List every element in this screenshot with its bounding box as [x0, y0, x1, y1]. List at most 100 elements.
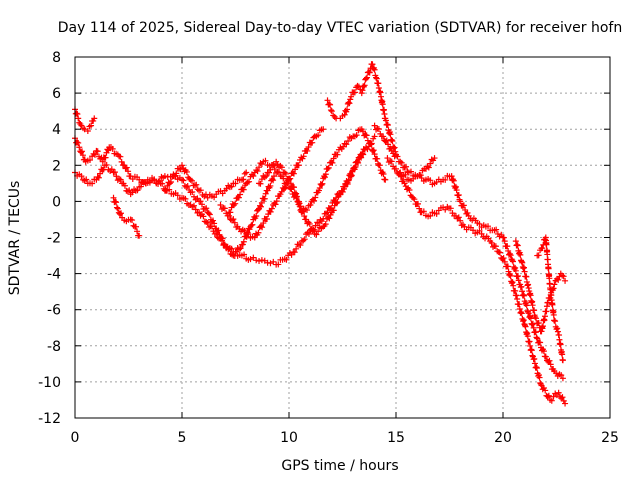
- data-point: [117, 153, 119, 156]
- data-point: [540, 247, 543, 250]
- y-tick-label: -12: [38, 411, 61, 427]
- data-point: [129, 175, 132, 177]
- y-tick-label: 8: [52, 50, 61, 66]
- data-point: [301, 211, 303, 214]
- data-point: [549, 399, 551, 401]
- data-point: [506, 265, 509, 268]
- data-point: [360, 128, 363, 130]
- y-tick-label: 4: [52, 122, 61, 138]
- data-point: [527, 287, 530, 289]
- y-tick-label: -4: [47, 267, 61, 283]
- data-point: [305, 150, 307, 152]
- data-point: [80, 175, 83, 177]
- data-point: [219, 204, 222, 206]
- data-point: [540, 330, 543, 333]
- data-point: [189, 178, 192, 181]
- data-point: [369, 142, 372, 145]
- data-point: [102, 160, 104, 163]
- data-point: [521, 261, 524, 264]
- data-point: [283, 171, 286, 174]
- data-point: [438, 209, 440, 212]
- data-point: [292, 186, 295, 188]
- data-point: [386, 157, 389, 159]
- data-point: [138, 178, 140, 181]
- data-point: [534, 316, 536, 318]
- data-point: [80, 124, 83, 127]
- data-point: [322, 225, 325, 228]
- data-point: [326, 168, 329, 170]
- data-point: [335, 153, 337, 156]
- data-point: [399, 171, 402, 174]
- data-point: [433, 182, 436, 185]
- axis-ticks: 0 5 10 15 20 25 -12 -10 -8 -6 -4 -2 0 2 4 6 8: [38, 50, 619, 446]
- data-point: [266, 261, 269, 264]
- data-point: [399, 160, 402, 163]
- data-point: [104, 164, 106, 167]
- data-point: [206, 196, 209, 199]
- data-point: [232, 254, 235, 257]
- data-point: [467, 215, 470, 217]
- data-point: [489, 240, 491, 242]
- data-point: [497, 251, 500, 253]
- data-point: [121, 216, 123, 219]
- data-point: [356, 160, 359, 163]
- data-point: [245, 233, 247, 235]
- data-point: [433, 157, 436, 159]
- data-point: [549, 287, 551, 289]
- data-point: [112, 171, 115, 174]
- data-point: [412, 196, 414, 199]
- data-point: [164, 175, 166, 177]
- data-point: [87, 182, 89, 185]
- data-point: [232, 182, 235, 185]
- data-point: [95, 178, 98, 181]
- data-point: [373, 135, 376, 138]
- data-point: [253, 236, 256, 239]
- data-point: [442, 178, 444, 181]
- data-point: [275, 160, 277, 163]
- data-point: [91, 155, 93, 158]
- data-point: [502, 236, 504, 239]
- data-point: [365, 77, 367, 80]
- data-point: [266, 189, 269, 192]
- data-point: [78, 146, 81, 149]
- y-tick-label: 0: [52, 194, 61, 210]
- data-point: [352, 135, 355, 138]
- y-axis-label: SDTVAR / TECUs: [7, 181, 23, 296]
- data-point: [429, 215, 432, 217]
- data-point: [215, 193, 218, 195]
- data-point: [350, 95, 352, 98]
- data-point: [384, 178, 387, 181]
- data-point: [553, 319, 556, 322]
- data-point: [515, 294, 517, 297]
- data-point: [138, 186, 140, 188]
- data-point: [356, 85, 359, 87]
- data-point: [228, 215, 230, 217]
- series-track-c: [72, 106, 98, 135]
- data-point: [532, 355, 534, 358]
- data-point: [459, 200, 462, 203]
- chart-title: Day 114 of 2025, Sidereal Day-to-day VTE…: [58, 20, 622, 36]
- data-point: [134, 225, 136, 228]
- data-point: [326, 99, 329, 102]
- data-point: [283, 258, 286, 260]
- data-point: [564, 280, 566, 282]
- data-point: [331, 211, 333, 214]
- data-point: [476, 222, 479, 224]
- data-point: [382, 135, 384, 138]
- data-point: [515, 240, 517, 242]
- data-point: [271, 207, 273, 210]
- data-point: [326, 211, 329, 214]
- data-point: [198, 211, 200, 214]
- y-tick-label: -6: [47, 303, 61, 319]
- series-track-j: [371, 122, 566, 382]
- data-point: [309, 204, 312, 206]
- data-point: [258, 260, 260, 262]
- data-point: [155, 182, 158, 185]
- data-point: [301, 240, 303, 242]
- data-point: [241, 243, 243, 246]
- data-point: [138, 234, 140, 237]
- data-point: [249, 258, 252, 260]
- y-tick-label: -8: [47, 339, 61, 355]
